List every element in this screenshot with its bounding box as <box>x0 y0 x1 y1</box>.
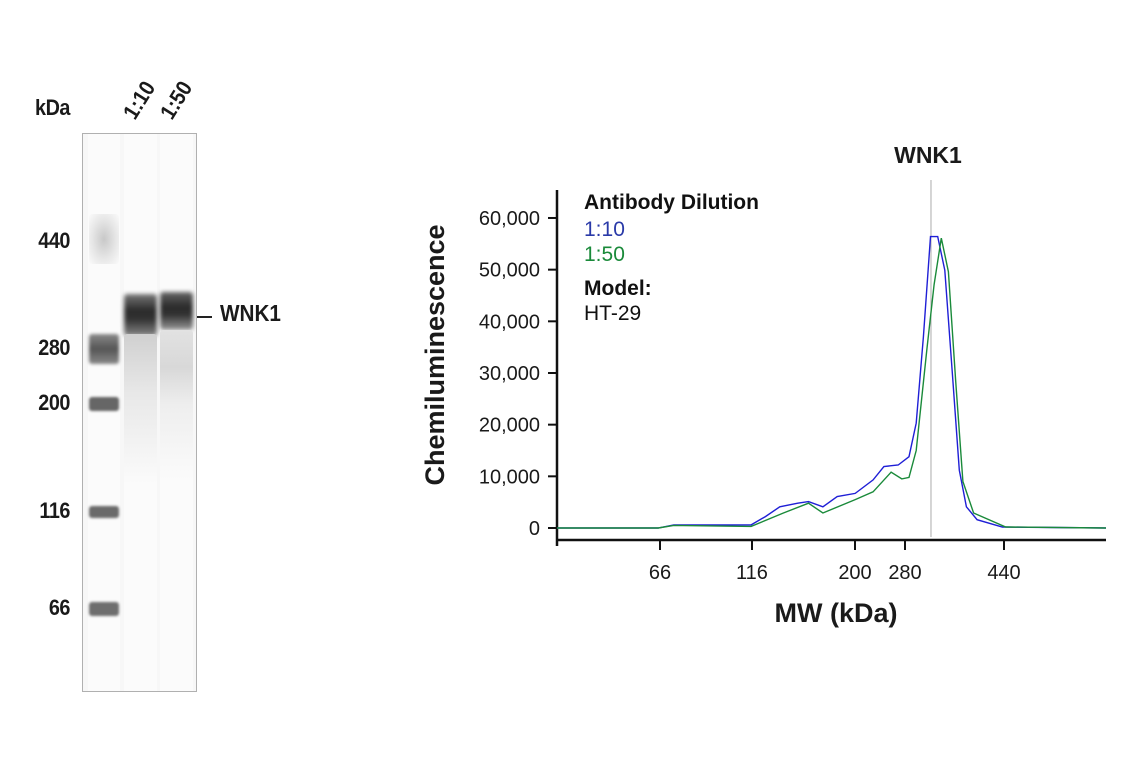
y-axis-label: Chemiluminescence <box>420 224 450 485</box>
ladder-band-280 <box>89 334 119 364</box>
y-tick-label: 30,000 <box>479 363 540 385</box>
series-line-1-50 <box>557 237 1107 529</box>
y-tick-label: 60,000 <box>479 208 540 230</box>
x-tick-label: 66 <box>649 562 671 584</box>
x-axis-label: MW (kDa) <box>775 598 898 628</box>
y-tick-label: 0 <box>529 518 540 540</box>
x-tick-label: 440 <box>987 562 1020 584</box>
x-tick-label: 280 <box>888 562 921 584</box>
smear-lane-1 <box>124 334 157 484</box>
legend-entry: 1:10 <box>584 218 625 241</box>
y-tick-label: 10,000 <box>479 466 540 488</box>
ladder-marker-440: 440 <box>38 228 70 253</box>
legend-model-label: Model: <box>584 277 652 300</box>
x-tick-label: 116 <box>736 562 768 584</box>
x-tick-label: 200 <box>838 562 871 584</box>
legend-entry: 1:50 <box>584 243 625 266</box>
smear-lane-2 <box>160 330 193 480</box>
ladder-lane <box>88 134 120 691</box>
ladder-band-200 <box>89 397 119 411</box>
ladder-marker-116: 116 <box>39 498 70 523</box>
ladder-marker-66: 66 <box>48 595 71 620</box>
gel-image <box>82 133 197 692</box>
ladder-band-66 <box>89 602 119 616</box>
series-line-1-10 <box>557 235 1107 529</box>
legend-model-value: HT-29 <box>584 302 641 325</box>
y-tick-label: 40,000 <box>479 311 540 333</box>
y-tick-label: 20,000 <box>479 415 540 437</box>
ladder-marker-200: 200 <box>38 390 70 415</box>
sample-lane-2 <box>160 134 193 691</box>
kda-unit-label: kDa <box>35 95 70 120</box>
sample-lane-1 <box>124 134 157 691</box>
band-pointer-line <box>197 316 212 318</box>
y-tick-label: 50,000 <box>479 260 540 282</box>
ladder-band-440 <box>89 214 119 264</box>
wnk1-band-lane-1 <box>124 294 157 336</box>
ladder-band-116 <box>89 506 119 518</box>
ladder-marker-280: 280 <box>38 335 70 360</box>
legend-title: Antibody Dilution <box>584 191 759 214</box>
band-label-wnk1: WNK1 <box>220 300 281 326</box>
wnk1-band-lane-2 <box>160 292 193 330</box>
chart-title: WNK1 <box>894 142 962 168</box>
